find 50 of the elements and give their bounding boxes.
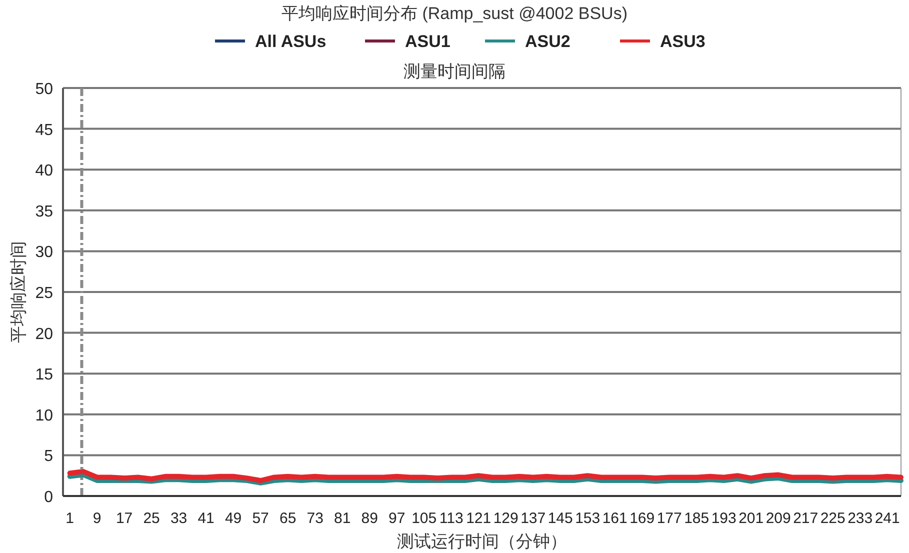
x-tick-label: 65: [279, 510, 296, 527]
x-tick-label: 217: [793, 510, 818, 527]
chart-title: 平均响应时间分布 (Ramp_sust @4002 BSUs): [281, 4, 628, 23]
y-tick-label: 0: [44, 489, 54, 506]
y-tick-label: 20: [35, 326, 54, 343]
x-tick-label: 17: [116, 510, 133, 527]
legend-label: ASU3: [660, 32, 706, 51]
y-tick-label: 30: [35, 244, 54, 262]
x-tick-label: 33: [170, 510, 188, 527]
x-tick-label: 1: [66, 510, 74, 527]
x-axis-title: 测试运行时间（分钟）: [397, 532, 567, 551]
x-tick-label: 145: [548, 510, 573, 527]
y-tick-label: 35: [35, 203, 54, 220]
x-tick-label: 89: [361, 510, 378, 527]
y-tick-label: 5: [44, 448, 54, 466]
y-axis-title: 平均响应时间: [9, 241, 28, 343]
text: 测量时间间隔: [404, 62, 506, 81]
x-tick-label: 121: [466, 510, 492, 527]
x-tick-label: 73: [306, 510, 324, 527]
x-tick-label: 241: [874, 510, 900, 527]
x-tick-label: 161: [602, 510, 628, 527]
x-tick-label: 137: [520, 510, 546, 527]
x-tick-label: 97: [388, 510, 406, 527]
x-tick-label: 49: [224, 510, 242, 527]
x-tick-label: 129: [493, 510, 518, 527]
x-tick-label: 81: [334, 510, 351, 527]
y-tick-label: 50: [35, 81, 54, 98]
x-tick-label: 25: [143, 510, 160, 527]
x-tick-label: 177: [656, 510, 682, 527]
x-tick-label: 185: [684, 510, 710, 527]
x-tick-label: 193: [711, 510, 736, 527]
x-tick-label: 41: [198, 510, 214, 527]
y-tick-label: 10: [35, 407, 54, 424]
legend-label: All ASUs: [255, 32, 326, 51]
x-tick-label: 201: [738, 510, 764, 527]
y-tick-label: 45: [35, 122, 54, 139]
x-tick-label: 9: [92, 510, 102, 527]
legend-label: ASU1: [405, 32, 450, 51]
y-tick-label: 15: [35, 366, 54, 384]
y-tick-label: 40: [35, 162, 54, 180]
x-tick-label: 225: [820, 510, 846, 527]
x-tick-label: 57: [252, 510, 269, 527]
x-tick-label: 113: [439, 510, 464, 527]
x-tick-label: 169: [630, 510, 655, 527]
x-tick-label: 233: [848, 510, 873, 527]
y-tick-label: 25: [35, 285, 54, 302]
legend-label: ASU2: [525, 32, 570, 51]
x-tick-label: 153: [575, 510, 600, 527]
x-tick-label: 209: [766, 510, 791, 527]
x-tick-label: 105: [412, 510, 437, 527]
